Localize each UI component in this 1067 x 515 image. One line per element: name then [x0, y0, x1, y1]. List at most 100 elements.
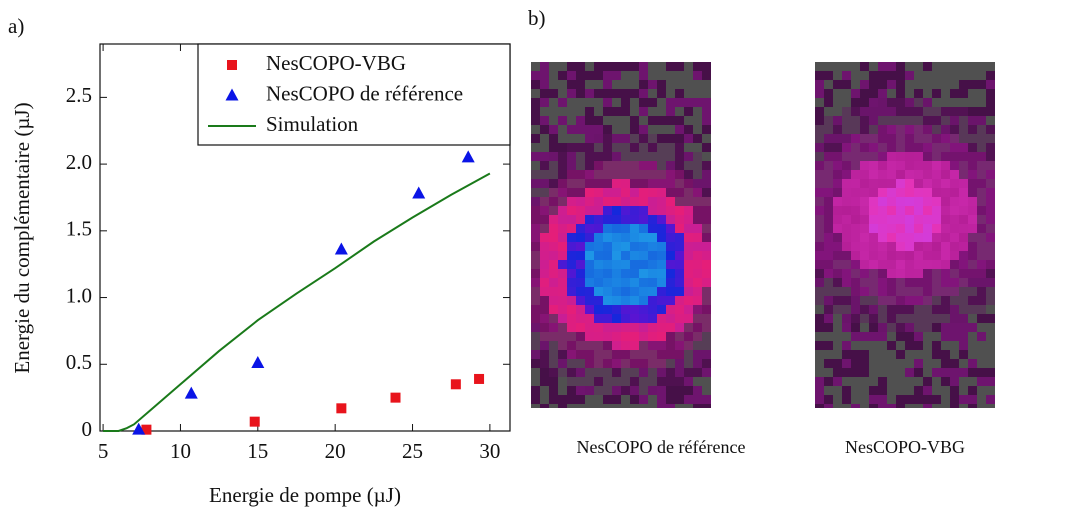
pixel — [693, 197, 702, 206]
pixel — [657, 152, 666, 161]
pixel — [684, 89, 693, 98]
pixel — [815, 368, 824, 377]
pixel — [878, 107, 887, 116]
pixel — [941, 161, 950, 170]
pixel — [585, 125, 594, 134]
pixel — [833, 170, 842, 179]
pixel — [612, 332, 621, 341]
pixel — [968, 215, 977, 224]
pixel — [693, 305, 702, 314]
pixel — [887, 161, 896, 170]
pixel — [932, 368, 941, 377]
pixel — [576, 359, 585, 368]
pixel — [887, 278, 896, 287]
pixel — [675, 107, 684, 116]
pixel — [576, 287, 585, 296]
pixel — [567, 404, 576, 408]
pixel — [887, 287, 896, 296]
pixel — [860, 242, 869, 251]
pixel — [648, 269, 657, 278]
pixel — [684, 170, 693, 179]
pixel — [869, 242, 878, 251]
pixel — [657, 296, 666, 305]
pixel — [675, 350, 684, 359]
pixel — [576, 152, 585, 161]
pixel — [905, 89, 914, 98]
pixel — [815, 80, 824, 89]
pixel — [639, 233, 648, 242]
pixel — [950, 116, 959, 125]
pixel — [549, 332, 558, 341]
pixel — [612, 251, 621, 260]
pixel — [630, 134, 639, 143]
pixel — [896, 71, 905, 80]
pixel — [932, 350, 941, 359]
pixel — [824, 197, 833, 206]
pixel — [594, 332, 603, 341]
pixel — [576, 251, 585, 260]
pixel — [621, 359, 630, 368]
pixel — [684, 161, 693, 170]
pixel — [612, 215, 621, 224]
pixel — [585, 62, 594, 71]
pixel — [842, 134, 851, 143]
point — [336, 403, 347, 414]
pixel — [585, 233, 594, 242]
pixel — [585, 116, 594, 125]
pixel — [675, 377, 684, 386]
pixel — [585, 287, 594, 296]
pixel — [630, 116, 639, 125]
pixel — [684, 215, 693, 224]
pixel — [558, 170, 567, 179]
pixel — [648, 323, 657, 332]
pixel — [914, 323, 923, 332]
pixel — [833, 251, 842, 260]
pixel — [977, 80, 986, 89]
pixel — [941, 170, 950, 179]
pixel — [851, 395, 860, 404]
pixel — [666, 197, 675, 206]
pixel — [612, 125, 621, 134]
pixel — [860, 98, 869, 107]
pixel — [666, 233, 675, 242]
pixel — [887, 251, 896, 260]
pixel — [887, 116, 896, 125]
pixel — [914, 71, 923, 80]
pixel — [914, 206, 923, 215]
pixel — [531, 359, 540, 368]
pixel — [675, 341, 684, 350]
pixel — [702, 332, 711, 341]
pixel — [576, 395, 585, 404]
pixel — [878, 395, 887, 404]
pixel — [549, 125, 558, 134]
pixel — [567, 134, 576, 143]
pixel — [657, 107, 666, 116]
pixel — [860, 89, 869, 98]
pixel — [621, 188, 630, 197]
pixel — [558, 206, 567, 215]
pixel — [887, 359, 896, 368]
pixel — [977, 170, 986, 179]
pixel — [905, 386, 914, 395]
pixel — [567, 224, 576, 233]
pixel — [684, 197, 693, 206]
pixel — [923, 278, 932, 287]
pixel — [950, 107, 959, 116]
pixel — [815, 206, 824, 215]
pixel — [630, 80, 639, 89]
pixel — [923, 224, 932, 233]
pixel — [585, 179, 594, 188]
pixel — [824, 341, 833, 350]
pixel — [630, 170, 639, 179]
pixel — [594, 260, 603, 269]
pixel — [815, 305, 824, 314]
pixel — [977, 224, 986, 233]
pixel — [860, 386, 869, 395]
pixel — [932, 134, 941, 143]
pixel — [657, 143, 666, 152]
pixel — [959, 260, 968, 269]
pixel — [693, 386, 702, 395]
pixel — [968, 314, 977, 323]
pixel — [860, 170, 869, 179]
pixel — [549, 143, 558, 152]
